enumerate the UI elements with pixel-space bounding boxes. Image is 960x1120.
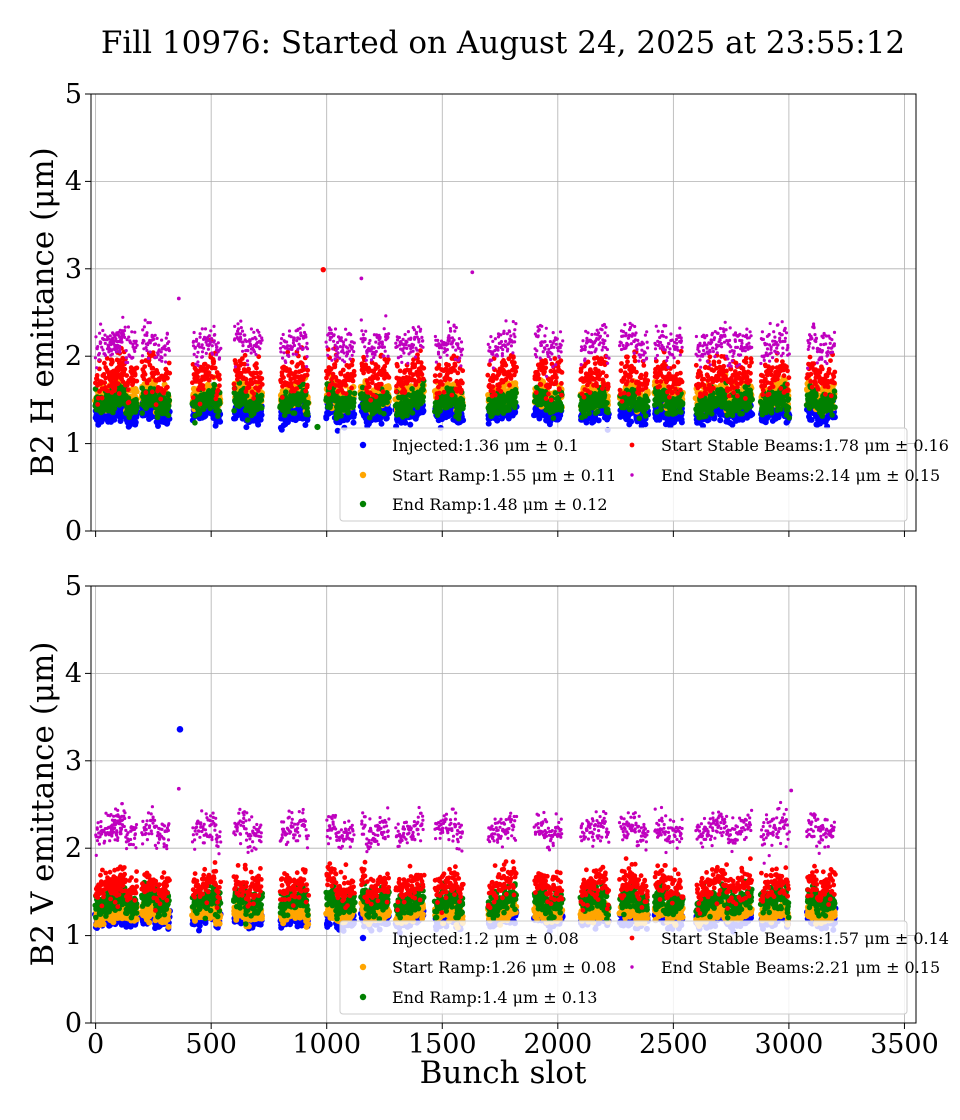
data-point — [386, 409, 393, 416]
data-point — [381, 410, 387, 417]
data-point — [601, 394, 607, 401]
data-point — [154, 414, 161, 421]
data-point — [217, 418, 224, 425]
data-point — [165, 392, 172, 399]
data-point — [155, 423, 161, 429]
data-point — [604, 400, 610, 406]
data-point — [211, 381, 217, 388]
data-point — [386, 394, 392, 401]
data-point — [304, 408, 311, 415]
figure-title: Fill 10976: Started on August 24, 2025 a… — [101, 25, 905, 61]
data-point — [402, 419, 409, 426]
data-point — [334, 427, 341, 434]
data-point — [513, 390, 519, 396]
data-point — [243, 424, 250, 431]
data-point — [327, 402, 334, 409]
data-point — [512, 399, 519, 406]
data-point — [323, 415, 330, 422]
data-point — [586, 410, 592, 417]
data-point — [506, 407, 512, 413]
data-point — [717, 417, 724, 424]
data-point — [243, 393, 250, 399]
data-point — [165, 412, 172, 419]
data-point — [132, 421, 139, 428]
data-point — [192, 420, 198, 426]
data-point — [166, 397, 173, 404]
scatter-points-h — [92, 266, 838, 434]
data-point — [139, 410, 145, 416]
data-point — [117, 418, 124, 424]
data-point — [258, 392, 265, 399]
data-point — [291, 410, 298, 416]
data-point — [595, 417, 602, 424]
data-point — [164, 420, 170, 427]
data-point — [304, 417, 311, 423]
data-point — [420, 386, 426, 393]
data-point — [420, 394, 427, 400]
data-point — [231, 407, 237, 414]
data-point — [678, 419, 685, 426]
data-point — [385, 383, 392, 390]
data-point — [605, 409, 611, 416]
data-point — [511, 404, 518, 411]
data-point — [407, 421, 414, 428]
data-point — [642, 421, 649, 428]
data-point — [636, 415, 643, 422]
data-point — [258, 405, 265, 411]
data-point — [257, 416, 264, 423]
data-point — [215, 413, 221, 419]
data-point — [255, 421, 262, 428]
data-point — [338, 413, 344, 419]
data-point — [409, 410, 416, 416]
data-point — [628, 418, 635, 425]
data-point — [244, 417, 251, 423]
data-point — [350, 396, 357, 403]
data-point — [383, 415, 390, 422]
data-point — [134, 403, 140, 410]
data-point — [216, 408, 222, 414]
data-point — [283, 389, 289, 395]
data-point — [749, 411, 756, 418]
data-point — [351, 411, 358, 418]
data-point — [133, 388, 140, 395]
data-point — [378, 420, 385, 427]
data-point — [420, 408, 427, 415]
data-point — [594, 408, 601, 415]
data-point — [302, 422, 309, 428]
data-point — [278, 426, 285, 433]
data-point — [133, 396, 139, 403]
data-point — [217, 400, 223, 407]
data-point — [350, 403, 357, 410]
data-point — [550, 415, 557, 421]
data-point — [110, 409, 116, 416]
data-point — [350, 419, 357, 426]
data-point — [196, 410, 203, 417]
data-point — [351, 390, 358, 397]
data-point — [305, 400, 312, 406]
data-point — [460, 402, 467, 409]
data-point — [558, 404, 565, 411]
